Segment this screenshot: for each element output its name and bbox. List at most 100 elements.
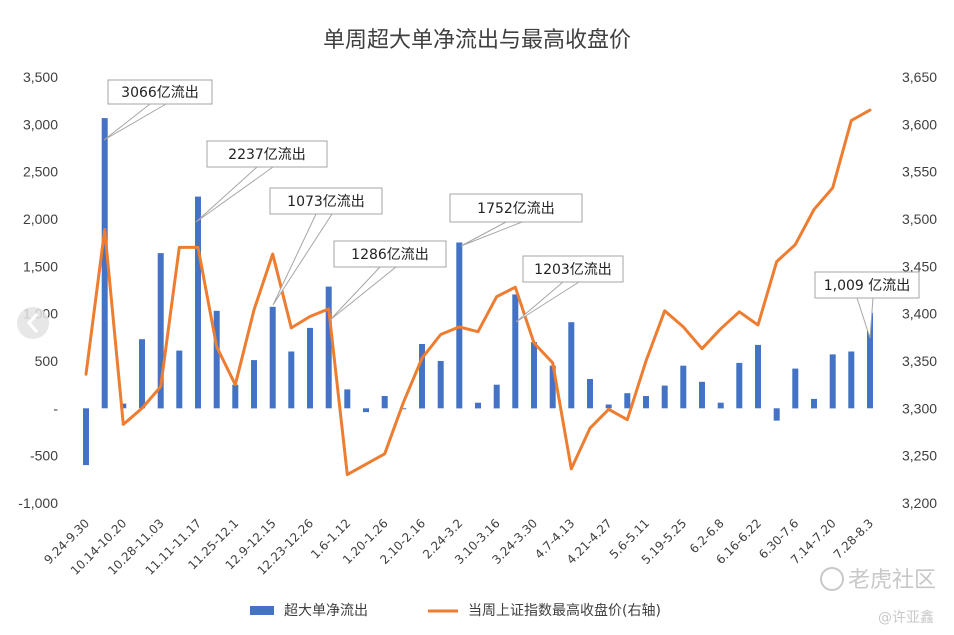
callout-label: 1286亿流出 xyxy=(351,247,429,263)
left-nav-overlay[interactable] xyxy=(17,307,49,339)
right-tick-label: 3,300 xyxy=(902,400,937,416)
left-tick-label: -1,000 xyxy=(18,495,58,511)
bar xyxy=(792,368,799,409)
callout-pointer xyxy=(103,103,167,141)
watermark-brand: 老虎社区 xyxy=(848,568,936,593)
nav-circle[interactable] xyxy=(17,307,49,339)
callout-box xyxy=(333,240,447,268)
bar xyxy=(717,402,724,409)
bar xyxy=(811,398,817,409)
bar xyxy=(232,384,239,409)
left-tick-label: 1,500 xyxy=(23,258,58,274)
x-axis-ticks: 9.24-9.3010.14-10.2010.28-11.0311.11-11.… xyxy=(41,516,876,578)
callout-pointer xyxy=(329,266,397,321)
callout-pointer xyxy=(856,297,874,339)
callout-label: 1073亿流出 xyxy=(287,194,365,210)
left-tick-label: 2,500 xyxy=(23,164,58,180)
chart-title: 单周超大单净流出与最高收盘价 xyxy=(323,28,631,53)
bar xyxy=(251,360,257,409)
bar xyxy=(213,310,220,409)
right-tick-label: 3,450 xyxy=(902,258,937,274)
legend-swatch-bars xyxy=(250,606,274,615)
bar xyxy=(139,339,145,409)
bar xyxy=(661,385,668,409)
bar xyxy=(325,286,332,409)
bar-series xyxy=(83,118,873,466)
bar xyxy=(400,408,407,410)
bar xyxy=(848,351,855,409)
callout-label: 1752亿流出 xyxy=(477,201,555,217)
right-tick-label: 3,650 xyxy=(902,69,937,85)
bar xyxy=(587,379,593,409)
bar xyxy=(419,344,425,409)
callout-pointer xyxy=(515,281,580,323)
bar xyxy=(269,306,276,409)
left-tick-label: 3,500 xyxy=(23,69,58,85)
tiger-logo-icon xyxy=(820,567,844,591)
bar xyxy=(531,342,537,409)
left-tick-label: 2,000 xyxy=(23,211,58,227)
callout-label: 2237亿流出 xyxy=(228,147,306,163)
watermark-author: @许亚鑫 xyxy=(878,609,934,626)
callout-box xyxy=(107,79,213,105)
right-tick-label: 3,600 xyxy=(902,116,937,132)
bar xyxy=(755,344,761,409)
bar xyxy=(344,389,351,409)
close-price-line xyxy=(84,108,872,477)
right-tick-label: 3,400 xyxy=(902,306,937,322)
bar xyxy=(605,404,612,409)
callout-label: 3066亿流出 xyxy=(121,85,199,101)
left-tick-label: 500 xyxy=(35,353,59,369)
bar xyxy=(624,393,631,409)
right-tick-label: 3,550 xyxy=(902,164,937,180)
bar xyxy=(475,402,481,409)
callout-label: 1203亿流出 xyxy=(534,262,612,278)
chevron-left-icon xyxy=(26,313,39,333)
bar xyxy=(643,396,649,409)
callout-box xyxy=(814,271,920,299)
bar xyxy=(736,362,743,409)
left-axis-ticks: 3,5003,0002,5002,0001,5001,000500--500-1… xyxy=(18,69,58,511)
callout-label: 1,009 亿流出 xyxy=(824,278,911,294)
callout-box xyxy=(449,193,583,223)
bar xyxy=(288,351,295,409)
watermark: 老虎社区 @许亚鑫 xyxy=(820,567,936,626)
callout-box xyxy=(522,255,624,283)
bar xyxy=(157,253,164,409)
bar xyxy=(773,408,780,421)
bar xyxy=(549,365,556,409)
bar xyxy=(101,118,108,409)
bar xyxy=(120,403,127,409)
bar xyxy=(176,350,183,409)
bar xyxy=(195,196,201,409)
right-tick-label: 3,250 xyxy=(902,448,937,464)
legend: 超大单净流出 当周上证指数最高收盘价(右轴) xyxy=(250,602,661,619)
bar xyxy=(680,365,687,409)
left-tick-label: -500 xyxy=(30,448,58,464)
bar xyxy=(381,396,388,409)
left-tick-label: - xyxy=(53,400,58,416)
callout-pointer xyxy=(272,213,333,306)
callouts: 3066亿流出 2237亿流出 1073亿流出 1286亿流出 1752亿流出 1203亿… xyxy=(103,79,920,339)
bar xyxy=(493,384,500,409)
bar xyxy=(699,381,705,409)
left-tick-label: 3,000 xyxy=(23,116,58,132)
bar xyxy=(307,327,313,409)
right-tick-label: 3,500 xyxy=(902,211,937,227)
callout-box xyxy=(269,187,383,215)
callout-pointer xyxy=(460,221,523,247)
bar xyxy=(437,361,444,409)
legend-label-bars: 超大单净流出 xyxy=(284,603,368,619)
right-tick-label: 3,350 xyxy=(902,353,937,369)
right-axis-ticks: 3,650 3,600 3,550 3,500 3,450 3,400 3,350 3,300… xyxy=(902,69,937,511)
line-series xyxy=(84,108,872,477)
bar xyxy=(83,408,89,466)
right-tick-label: 3,200 xyxy=(902,495,937,511)
legend-label-line: 当周上证指数最高收盘价(右轴) xyxy=(468,602,661,619)
bar xyxy=(568,322,575,409)
callout-pointer xyxy=(195,166,274,223)
callout-box xyxy=(206,140,328,168)
bar xyxy=(867,312,873,409)
bar xyxy=(363,408,369,413)
